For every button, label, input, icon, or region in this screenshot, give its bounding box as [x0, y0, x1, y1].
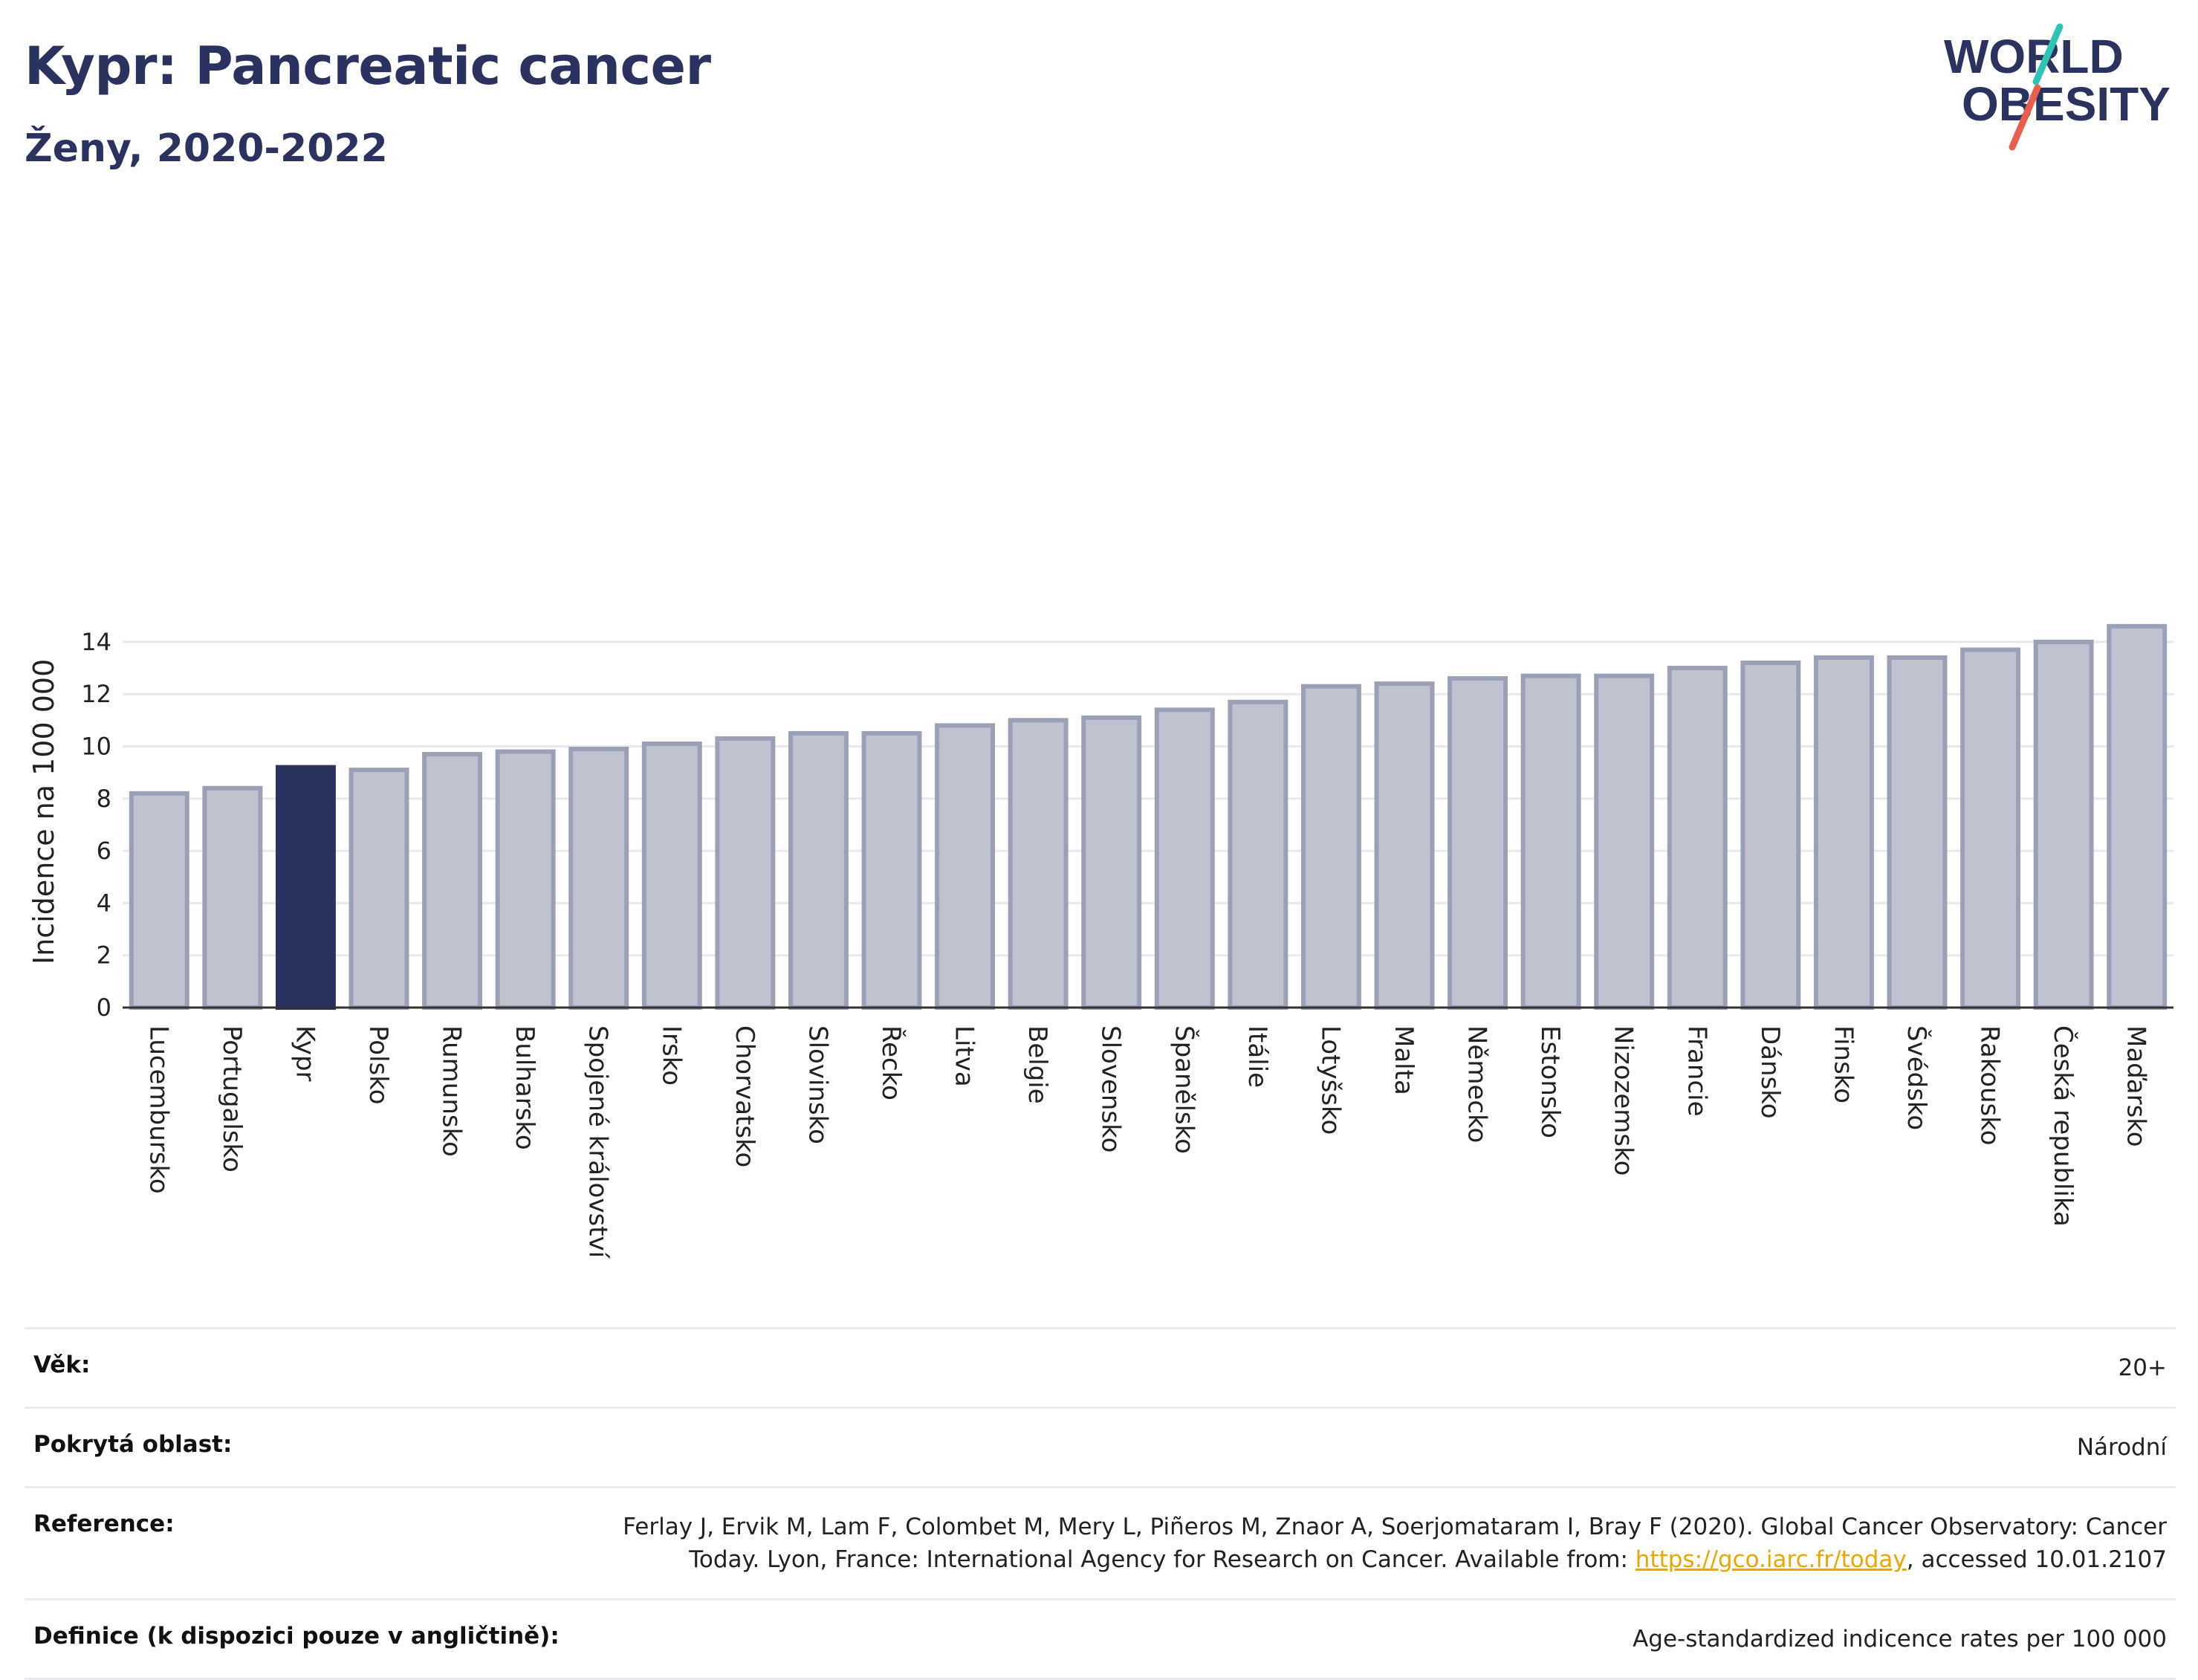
x-tick-label: Německo [1462, 1025, 1492, 1143]
x-tick-label: Finsko [1828, 1025, 1858, 1103]
x-tick-label: Lotyšsko [1315, 1025, 1345, 1135]
y-tick-label: 10 [81, 733, 111, 761]
x-tick-label: Dánsko [1755, 1025, 1785, 1119]
bar-chorvatsko[interactable] [715, 736, 776, 1011]
age-value: 20+ [2118, 1355, 2167, 1381]
y-tick-label: 12 [81, 680, 111, 708]
y-tick-label: 6 [97, 837, 111, 865]
info-table: Věk: 20+ Pokrytá oblast: Národní Referen… [25, 1327, 2176, 1680]
logo-line-2: OBESITY [1962, 77, 2171, 131]
bar-nizozemsko[interactable] [1594, 673, 1655, 1010]
x-tick-label: Irsko [656, 1025, 686, 1086]
info-row-age: Věk: 20+ [25, 1327, 2176, 1407]
bar-slovensko[interactable] [1081, 715, 1142, 1011]
bar-chart: 0 2 4 6 8 10 12 14 Incidence na 100 000 Lucemburs… [27, 623, 2173, 1259]
reference-block: Ferlay J, Ervik M, Lam F, Colombet M, Me… [606, 1511, 2167, 1576]
area-value: Národní [2076, 1434, 2167, 1461]
x-tick-label: Polsko [363, 1025, 393, 1105]
y-axis-label: Incidence na 100 000 [27, 659, 60, 964]
page-title: Kypr: Pancreatic cancer [25, 36, 711, 97]
x-tick-label: Slovensko [1096, 1025, 1126, 1152]
x-tick-label: Portugalsko [217, 1025, 247, 1173]
x-tick-label: Belgie [1022, 1025, 1052, 1104]
x-tick-label: Litva [950, 1025, 979, 1087]
bar-slovinsko[interactable] [788, 730, 849, 1010]
info-row-reference: Reference: Ferlay J, Ervik M, Lam F, Col… [25, 1486, 2176, 1598]
x-tick-label: Česká republika [2048, 1025, 2078, 1227]
x-tick-label: Chorvatsko [730, 1025, 759, 1167]
bar-švédsko[interactable] [1887, 655, 1948, 1010]
info-row-area: Pokrytá oblast: Národní [25, 1407, 2176, 1486]
reference-suffix: , accessed 10.01.2107 [1906, 1546, 2167, 1573]
bar-itálie[interactable] [1228, 699, 1288, 1010]
x-tick-label: Itálie [1242, 1025, 1272, 1088]
info-row-definition: Definice (k dispozici pouze v angličtině… [25, 1598, 2176, 1680]
definition-label: Definice (k dispozici pouze v angličtině… [33, 1623, 560, 1650]
bar-rumunsko[interactable] [422, 752, 483, 1010]
x-tick-label: Malta [1389, 1025, 1419, 1095]
reference-label: Reference: [33, 1511, 175, 1537]
logo-slash-coral [2009, 84, 2041, 151]
bar-maďarsko[interactable] [2107, 623, 2168, 1010]
area-label: Pokrytá oblast: [33, 1431, 233, 1458]
bar-bulharsko[interactable] [495, 749, 556, 1011]
bar-česká-republika[interactable] [2033, 639, 2094, 1011]
bar-spojené-království[interactable] [568, 747, 629, 1010]
page-subtitle: Ženy, 2020-2022 [25, 126, 388, 171]
reference-value: Ferlay J, Ervik M, Lam F, Colombet M, Me… [606, 1511, 2167, 1576]
logo-slash-teal [2032, 23, 2064, 85]
bar-portugalsko[interactable] [202, 785, 263, 1010]
bar-estonsko[interactable] [1520, 673, 1581, 1010]
bar-finsko[interactable] [1813, 655, 1874, 1010]
logo-line-1: WORLD [1944, 30, 2124, 83]
x-tick-label: Švédsko [1902, 1025, 1932, 1130]
world-obesity-logo: WORLD OBESITY [1944, 23, 2171, 151]
bar-litva[interactable] [935, 723, 996, 1010]
bar-irsko[interactable] [641, 741, 702, 1010]
bar-německo[interactable] [1447, 676, 1508, 1010]
bar-řecko[interactable] [861, 730, 922, 1010]
x-tick-label: Slovinsko [803, 1025, 832, 1144]
bar-belgie[interactable] [1008, 718, 1069, 1010]
y-tick-label: 0 [97, 993, 111, 1022]
bar-dánsko[interactable] [1740, 661, 1801, 1011]
y-tick-label: 2 [97, 941, 111, 970]
y-tick-label: 14 [81, 628, 111, 656]
y-tick-label: 4 [97, 889, 111, 917]
reference-link[interactable]: https://gco.iarc.fr/today [1635, 1546, 1907, 1573]
x-tick-label: Nizozemsko [1609, 1025, 1638, 1175]
x-tick-label: Lucembursko [143, 1025, 173, 1194]
x-tick-label: Spojené království [583, 1025, 613, 1259]
bar-kypr[interactable] [275, 765, 336, 1010]
bar-španělsko[interactable] [1154, 707, 1215, 1010]
bar-lucembursko[interactable] [129, 791, 189, 1011]
y-tick-label: 8 [97, 785, 111, 813]
x-tick-label: Francie [1682, 1025, 1711, 1117]
x-tick-label: Maďarsko [2121, 1025, 2151, 1147]
x-tick-label: Řecko [876, 1025, 907, 1100]
bar-lotyšsko[interactable] [1300, 684, 1361, 1011]
bar-polsko[interactable] [348, 768, 409, 1010]
reference-text: Ferlay J, Ervik M, Lam F, Colombet M, Me… [623, 1514, 2167, 1573]
x-tick-label: Španělsko [1169, 1025, 1199, 1154]
x-tick-label: Bulharsko [510, 1025, 539, 1150]
age-label: Věk: [33, 1352, 91, 1378]
bar-francie[interactable] [1667, 666, 1728, 1010]
x-tick-label: Estonsko [1535, 1025, 1565, 1138]
x-tick-label: Kypr [290, 1025, 320, 1082]
bar-rakousko[interactable] [1960, 647, 2021, 1010]
bar-malta[interactable] [1374, 681, 1435, 1010]
x-tick-label: Rumunsko [437, 1025, 467, 1157]
x-tick-label: Rakousko [1975, 1025, 2005, 1146]
definition-value: Age-standardized indicence rates per 100… [1633, 1626, 2167, 1653]
